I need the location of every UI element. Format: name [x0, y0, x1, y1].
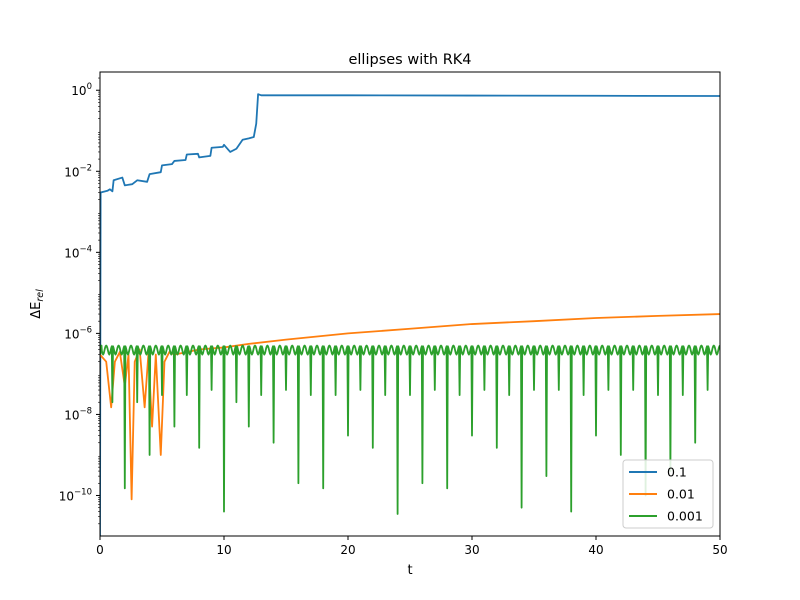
legend-label-1: 0.1 — [667, 465, 687, 480]
legend: 0.1 0.01 0.001 — [622, 459, 714, 529]
x-tick-label: 40 — [588, 543, 603, 557]
x-axis-label: t — [407, 563, 412, 578]
series-layer — [100, 93, 720, 536]
x-tick-label: 10 — [216, 543, 231, 557]
legend-box — [622, 459, 714, 529]
x-tick-label: 0 — [96, 543, 104, 557]
x-tick-label: 50 — [712, 543, 727, 557]
y-tick-label: 10−2 — [64, 163, 92, 179]
y-tick-label: 10−8 — [64, 406, 92, 422]
y-axis-label: ΔErel — [29, 289, 46, 319]
legend-label-3: 0.001 — [667, 509, 703, 524]
chart-title: ellipses with RK4 — [348, 52, 471, 68]
y-tick-label: 10−6 — [64, 325, 92, 341]
y-axis: 100 10−2 10−4 10−6 10−8 10−10 — [59, 77, 100, 525]
y-tick-label: 100 — [71, 82, 92, 98]
legend-label-2: 0.01 — [667, 487, 695, 502]
x-axis: 0 10 20 30 40 50 — [96, 536, 728, 557]
plot-frame — [99, 71, 721, 537]
series-line-2 — [100, 313, 720, 501]
series-line-3 — [100, 344, 720, 515]
series-line-1 — [100, 93, 720, 536]
y-tick-label: 10−10 — [59, 487, 92, 503]
x-tick-label: 30 — [464, 543, 479, 557]
y-tick-label: 10−4 — [64, 244, 92, 260]
x-tick-label: 20 — [340, 543, 355, 557]
